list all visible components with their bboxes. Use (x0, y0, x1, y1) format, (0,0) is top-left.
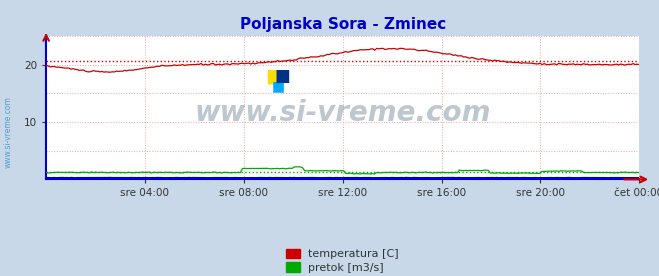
Text: ■: ■ (266, 67, 283, 86)
Text: ■: ■ (274, 67, 290, 85)
Text: ■: ■ (272, 79, 285, 93)
Title: Poljanska Sora - Zminec: Poljanska Sora - Zminec (240, 17, 445, 32)
Legend: temperatura [C], pretok [m3/s]: temperatura [C], pretok [m3/s] (282, 244, 403, 276)
Text: www.si-vreme.com: www.si-vreme.com (194, 99, 491, 128)
Text: www.si-vreme.com: www.si-vreme.com (3, 97, 13, 168)
